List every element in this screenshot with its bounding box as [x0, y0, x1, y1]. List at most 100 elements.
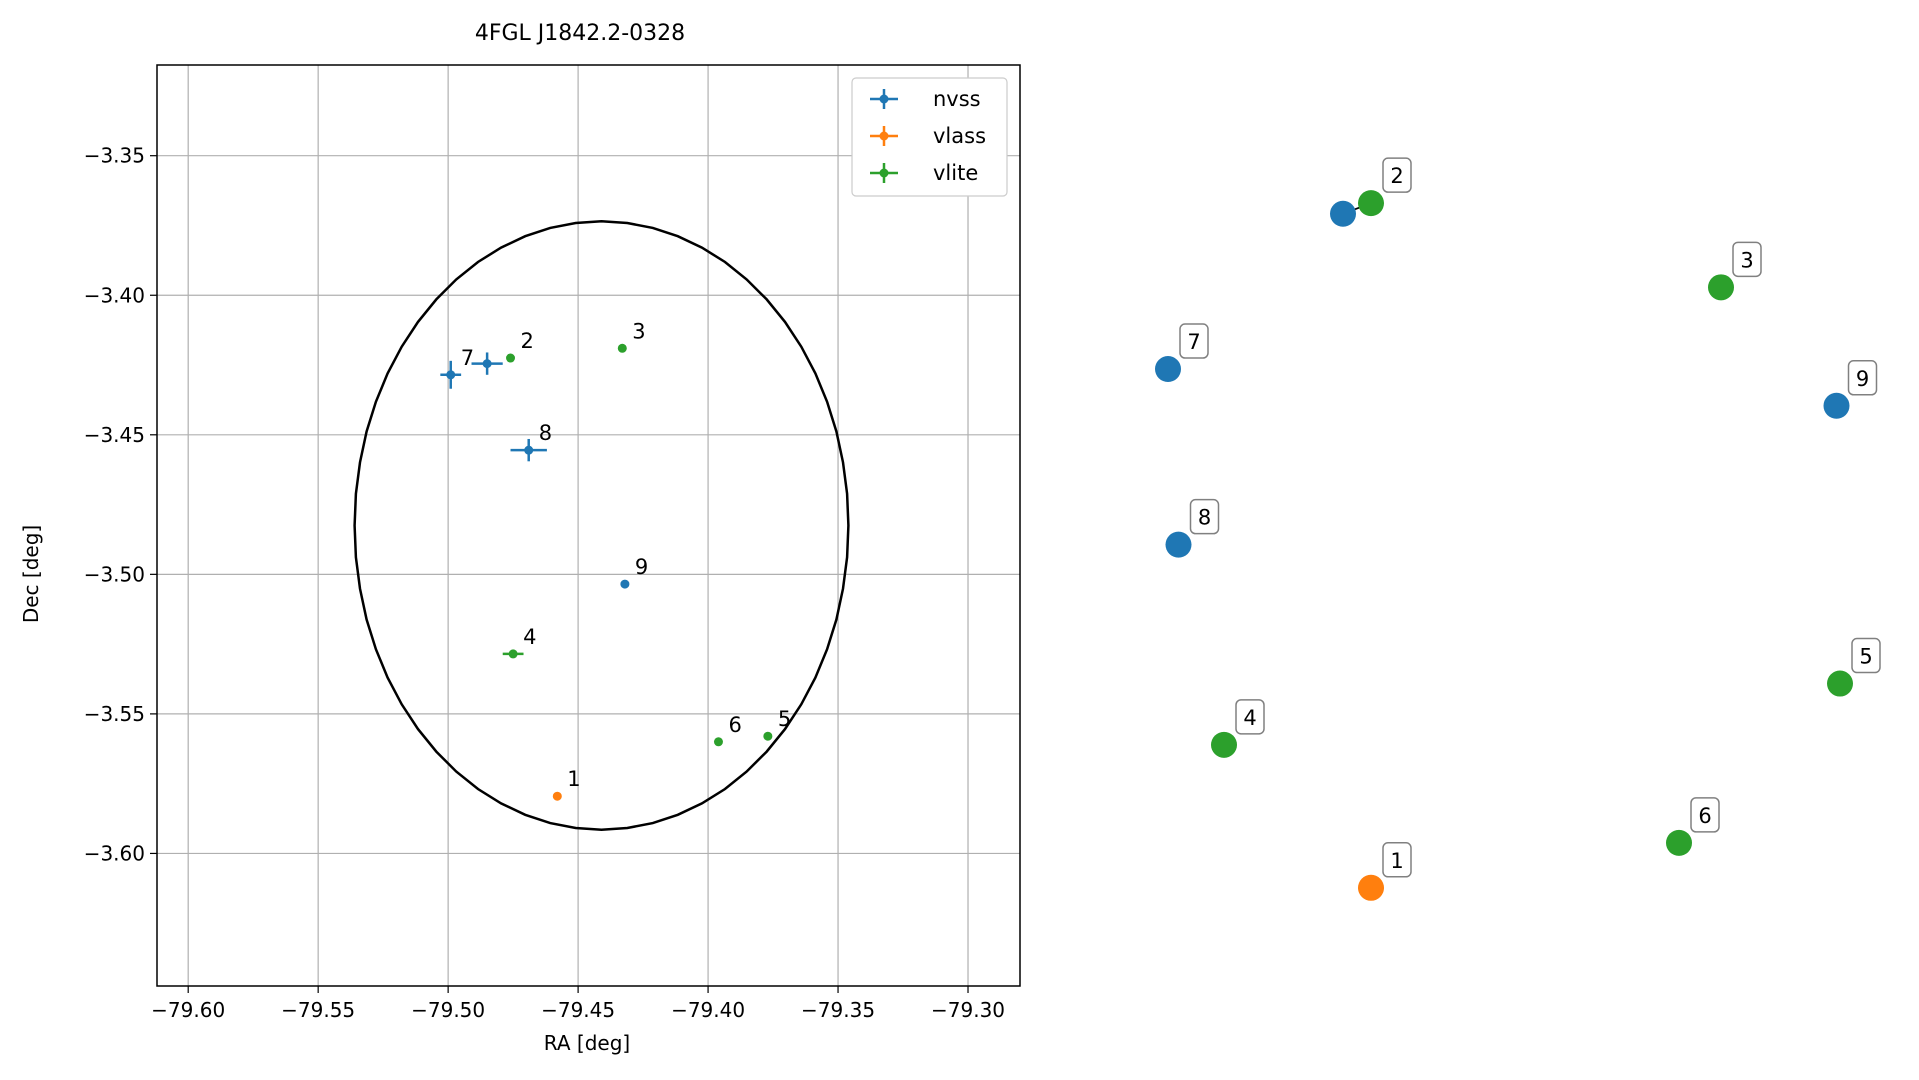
- point-marker: [482, 359, 492, 369]
- localization-ellipse: [353, 220, 850, 831]
- node-marker: [1358, 190, 1384, 217]
- legend-marker-dot: [879, 168, 889, 178]
- left-scatter-plot: 4FGL J1842.2-0328 RA [deg] Dec [deg] −79…: [19, 21, 1021, 1055]
- association-nodes: 2 3 7 9 8 5 4 6 1: [1155, 157, 1881, 901]
- node-label: 3: [1740, 248, 1753, 272]
- x-axis-label: RA [deg]: [544, 1031, 630, 1055]
- node-marker: [1211, 731, 1237, 758]
- point-marker: [620, 579, 630, 589]
- axis-ticks: −79.60 −79.55 −79.50 −79.45 −79.40 −79.35 −79.…: [84, 144, 1005, 1022]
- legend-item-nvss: nvss: [870, 87, 981, 111]
- data-point-vlite: 5: [763, 707, 791, 741]
- legend-label: nvss: [933, 87, 981, 111]
- legend-item-vlite: vlite: [870, 161, 978, 185]
- data-point-vlite: 3: [617, 319, 646, 353]
- y-tick-label: −3.50: [84, 562, 145, 586]
- legend-marker-dot: [879, 94, 889, 104]
- association-node-vlite: 2: [1358, 157, 1412, 217]
- association-node-vlite: 5: [1827, 637, 1881, 697]
- data-point-vlass: 1: [552, 767, 581, 801]
- node-marker: [1823, 392, 1850, 419]
- point-label: 7: [461, 346, 474, 370]
- node-marker: [1330, 200, 1356, 227]
- point-marker: [524, 445, 534, 455]
- node-label: 2: [1390, 164, 1403, 188]
- point-label: 2: [521, 329, 534, 353]
- grid-lines: [157, 65, 1020, 986]
- association-node-nvss: 8: [1165, 498, 1220, 558]
- association-node-vlite: 3: [1708, 241, 1762, 301]
- node-label: 6: [1698, 804, 1711, 828]
- node-label-box: [1382, 157, 1412, 193]
- plot-frame: [156, 64, 1021, 987]
- node-label: 9: [1856, 367, 1869, 391]
- data-point-vlite: 2: [506, 329, 534, 363]
- node-label-box: [1851, 637, 1881, 674]
- y-tick-label: −3.40: [84, 283, 145, 307]
- point-label: 9: [635, 555, 648, 579]
- node-label: 4: [1243, 706, 1256, 730]
- y-axis-label: Dec [deg]: [19, 525, 43, 623]
- legend-item-vlass: vlass: [870, 124, 986, 148]
- node-label-box: [1189, 498, 1220, 535]
- data-point-nvss: 7: [440, 346, 474, 389]
- legend-label: vlite: [933, 161, 978, 185]
- y-tick-label: −3.60: [84, 841, 145, 865]
- association-node-vlite: 4: [1211, 699, 1265, 758]
- association-node-nvss: [1330, 200, 1356, 227]
- x-tick-label: −79.40: [671, 998, 745, 1022]
- x-tick-label: −79.45: [541, 998, 615, 1022]
- association-node-vlite: 6: [1666, 797, 1720, 856]
- point-label: 1: [567, 767, 580, 791]
- x-tick-label: −79.55: [281, 998, 355, 1022]
- node-label-box: [1690, 797, 1720, 833]
- point-marker: [713, 737, 723, 747]
- point-marker: [552, 791, 562, 801]
- node-marker: [1358, 874, 1384, 901]
- association-node-nvss: 9: [1823, 360, 1878, 419]
- x-tick-label: −79.50: [411, 998, 485, 1022]
- legend: nvss vlass vlite: [851, 77, 1008, 197]
- point-marker: [763, 731, 773, 741]
- node-label-box: [1179, 323, 1209, 359]
- data-point-vlite: 4: [502, 625, 536, 659]
- point-label: 3: [632, 319, 645, 343]
- association-node-vlass: 1: [1358, 842, 1412, 901]
- y-tick-label: −3.45: [84, 423, 145, 447]
- legend-box: [851, 77, 1008, 197]
- data-point-vlite: 6: [713, 713, 742, 747]
- point-label: 5: [778, 707, 791, 731]
- node-label-box: [1732, 241, 1762, 278]
- y-tick-label: −3.35: [84, 144, 145, 168]
- point-label: 8: [539, 421, 552, 445]
- data-point-nvss: 8: [510, 421, 552, 462]
- point-marker: [508, 649, 518, 659]
- point-marker: [617, 343, 627, 353]
- point-label: 4: [523, 625, 536, 649]
- x-tick-label: −79.30: [931, 998, 1005, 1022]
- node-marker: [1827, 670, 1853, 697]
- association-node-nvss: 7: [1155, 323, 1209, 383]
- data-point-nvss: 9: [620, 555, 648, 589]
- legend-label: vlass: [933, 124, 986, 148]
- node-marker: [1165, 531, 1192, 558]
- x-tick-label: −79.60: [151, 998, 225, 1022]
- node-label: 8: [1198, 506, 1211, 530]
- right-association-diagram: 2 3 7 9 8 5 4 6 1: [1155, 157, 1881, 901]
- node-label: 7: [1187, 330, 1200, 354]
- node-marker: [1155, 356, 1181, 383]
- node-marker: [1708, 274, 1734, 301]
- node-label-box: [1847, 360, 1878, 396]
- data-point-nvss: [471, 352, 503, 375]
- node-marker: [1666, 829, 1692, 856]
- y-tick-label: −3.55: [84, 702, 145, 726]
- chart-title: 4FGL J1842.2-0328: [475, 21, 685, 46]
- x-tick-label: −79.35: [801, 998, 875, 1022]
- node-label: 1: [1390, 849, 1403, 873]
- data-points: 7 8 9 1 2 3 4 5 6: [440, 319, 791, 801]
- point-marker: [446, 370, 456, 380]
- node-label-box: [1235, 699, 1265, 735]
- node-label-box: [1382, 842, 1412, 878]
- point-label: 6: [728, 713, 741, 737]
